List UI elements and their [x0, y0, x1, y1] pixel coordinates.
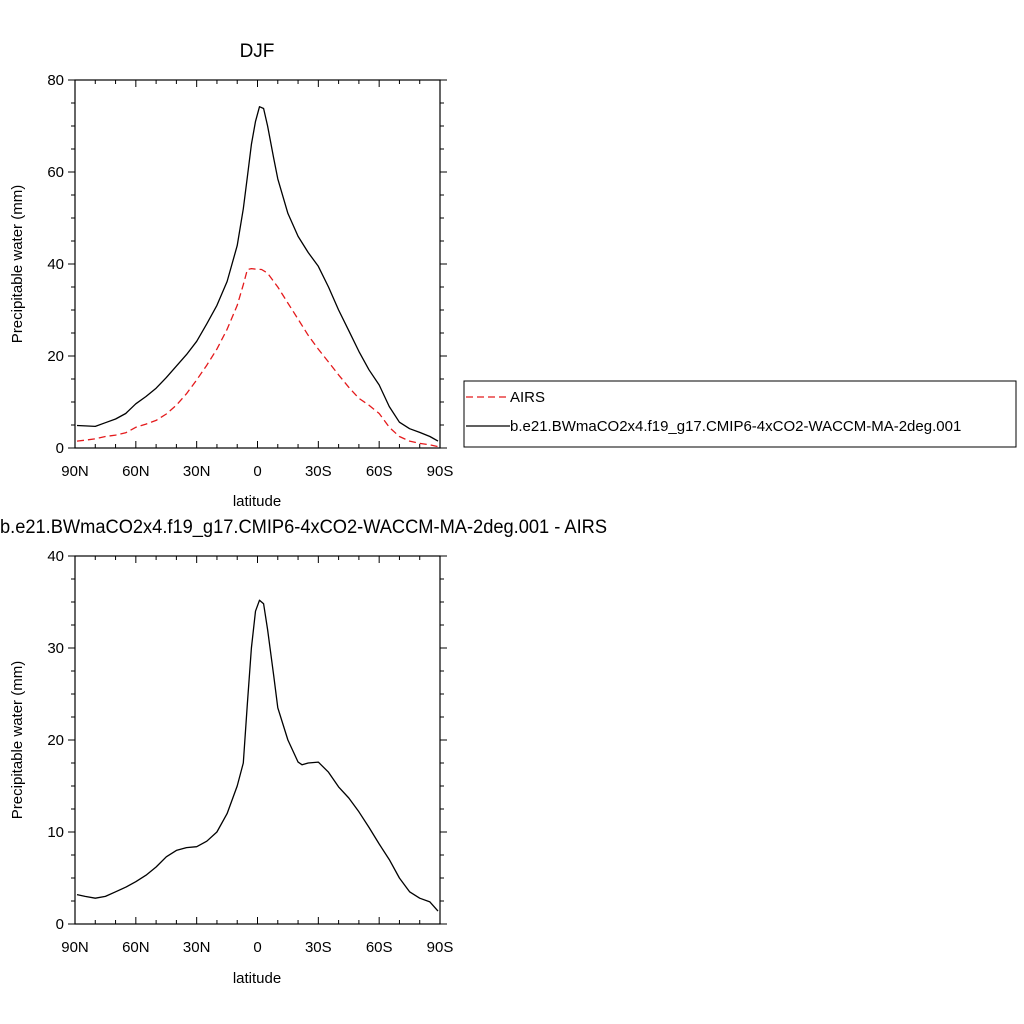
bottom-x-ticks: 90N 60N 30N 0 30S 60S 90S [61, 556, 453, 956]
x-tick-label: 90S [427, 463, 454, 480]
x-tick-label: 60S [366, 939, 393, 956]
bottom-x-axis-label: latitude [233, 970, 281, 987]
y-tick-label: 40 [47, 256, 64, 273]
x-tick-label: 60N [122, 463, 150, 480]
top-y-ticks: 0 20 40 60 80 [47, 72, 447, 457]
x-tick-label: 30N [183, 939, 211, 956]
y-tick-label: 30 [47, 640, 64, 657]
top-panel: DJF 90N 60N 30N 0 30S 60S 90S 0 20 40 60 80 latitu… [9, 41, 453, 510]
top-x-ticks: 90N 60N 30N 0 30S 60S 90S [61, 80, 453, 480]
bottom-series [76, 599, 439, 912]
top-x-axis-label: latitude [233, 493, 281, 510]
legend: AIRS b.e21.BWmaCO2x4.f19_g17.CMIP6-4xCO2… [463, 380, 1017, 448]
x-tick-label: 60S [366, 463, 393, 480]
top-y-axis-label: Precipitable water (mm) [9, 185, 26, 343]
series-line-difference [76, 599, 439, 912]
y-tick-label: 20 [47, 348, 64, 365]
x-tick-label: 60N [122, 939, 150, 956]
y-tick-label: 10 [47, 824, 64, 841]
bottom-panel: b.e21.BWmaCO2x4.f19_g17.CMIP6-4xCO2-WACC… [0, 517, 607, 987]
x-tick-label: 0 [253, 463, 261, 480]
x-tick-label: 90N [61, 939, 89, 956]
y-tick-label: 80 [47, 72, 64, 89]
x-tick-label: 30S [305, 463, 332, 480]
x-tick-label: 0 [253, 939, 261, 956]
top-plot-frame [74, 79, 441, 449]
bottom-chart-title: b.e21.BWmaCO2x4.f19_g17.CMIP6-4xCO2-WACC… [0, 517, 607, 538]
bottom-y-ticks: 0 10 20 30 40 [47, 548, 447, 933]
y-tick-label: 40 [47, 548, 64, 565]
series-line-airs [76, 267, 439, 448]
y-tick-label: 0 [56, 440, 64, 457]
legend-label-model: b.e21.BWmaCO2x4.f19_g17.CMIP6-4xCO2-WACC… [510, 418, 961, 435]
y-tick-label: 60 [47, 164, 64, 181]
x-tick-label: 90S [427, 939, 454, 956]
bottom-plot-frame [74, 555, 441, 925]
bottom-y-axis-label: Precipitable water (mm) [9, 661, 26, 819]
series-line-model [76, 106, 439, 442]
x-tick-label: 30N [183, 463, 211, 480]
x-tick-label: 90N [61, 463, 89, 480]
y-tick-label: 0 [56, 916, 64, 933]
top-series [76, 106, 439, 448]
legend-frame [463, 380, 1017, 448]
top-chart-title: DJF [240, 41, 275, 62]
y-tick-label: 20 [47, 732, 64, 749]
x-tick-label: 30S [305, 939, 332, 956]
legend-label-airs: AIRS [510, 389, 545, 406]
